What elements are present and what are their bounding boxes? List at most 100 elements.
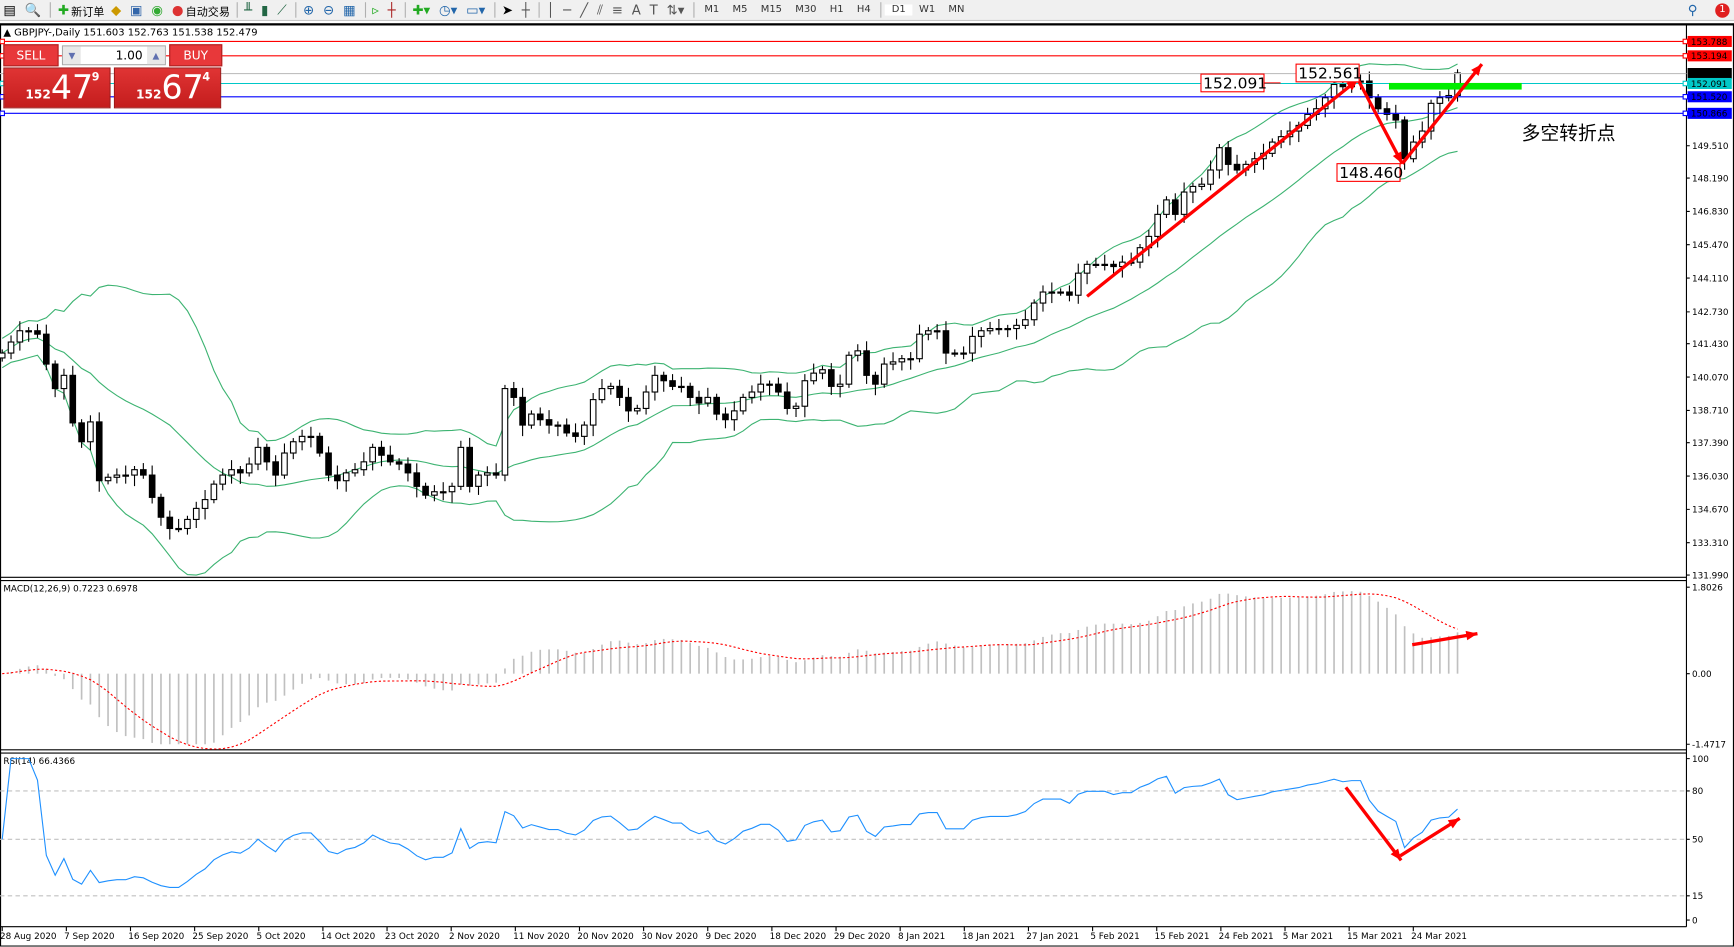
candle[interactable] [819,366,826,380]
sell-button[interactable]: SELL [3,44,59,67]
candle[interactable] [942,321,950,365]
candle[interactable] [69,365,77,427]
auto-trading-button[interactable]: ● 自动交易 [169,1,234,19]
candle[interactable] [545,410,553,434]
candle[interactable] [510,381,518,406]
bar-chart-button[interactable]: ╨ [241,1,258,19]
notification-badge[interactable]: 1 [1715,2,1730,18]
candle[interactable] [113,468,121,484]
candle[interactable] [307,426,315,448]
candle[interactable] [1110,260,1117,276]
candle[interactable] [7,335,15,360]
candle[interactable] [783,382,791,415]
timeframe-w1[interactable]: W1 [918,4,936,16]
new-order-button[interactable]: ✚ 新订单 [55,1,108,19]
candle[interactable] [880,357,888,388]
candle[interactable] [536,407,544,426]
chart-shift-button[interactable]: ┼ [384,1,401,19]
candle[interactable] [351,463,359,477]
candle[interactable] [448,482,456,503]
trendline-button[interactable]: ╱ [577,1,594,19]
candle[interactable] [607,382,615,395]
line-anchor-handle[interactable] [1682,93,1689,100]
candle[interactable] [581,421,588,445]
equidistant-channel-button[interactable]: ⫽ [594,1,609,19]
candle[interactable] [95,412,103,492]
line-anchor-handle[interactable] [0,38,5,45]
volume-down-icon[interactable]: ▼ [63,46,81,65]
fibonacci-button[interactable]: ≡ [608,1,628,19]
timeframe-m30[interactable]: M30 [795,4,817,16]
candle[interactable] [925,327,932,341]
rsi-down-arrow[interactable] [1344,786,1403,862]
candle[interactable] [157,493,165,526]
candle[interactable] [122,465,130,484]
candle[interactable] [431,485,438,502]
candle[interactable] [695,390,703,415]
candle[interactable] [863,341,870,384]
candle[interactable] [933,324,941,340]
candle[interactable] [1092,257,1100,269]
candle[interactable] [1039,285,1047,312]
volume-stepper[interactable]: ▼ 1.00 ▲ [61,45,166,66]
pullback-arrow[interactable] [1356,78,1404,165]
arrows-button[interactable]: ⇅▾ [663,1,690,19]
candle[interactable] [148,465,156,504]
candle[interactable] [845,351,853,388]
candle[interactable] [598,379,606,404]
candle[interactable] [704,387,712,407]
candle[interactable] [245,457,253,477]
candle[interactable] [42,324,50,371]
candle[interactable] [1083,260,1091,285]
candle[interactable] [16,321,24,351]
candle[interactable] [342,469,350,492]
candle[interactable] [1392,104,1400,129]
candle[interactable] [325,446,332,482]
autoscroll-button[interactable]: ▹ [369,1,385,19]
candle[interactable] [413,463,421,498]
candle[interactable] [501,384,509,482]
candle[interactable] [166,510,174,540]
line-anchor-handle[interactable] [1682,38,1689,45]
candle[interactable] [404,457,412,482]
candle[interactable] [836,374,844,398]
candle[interactable] [730,401,738,431]
line-anchor-handle[interactable] [1682,53,1689,59]
timeframe-h4[interactable]: H4 [856,4,871,16]
candle[interactable] [907,352,915,370]
timeframe-m5[interactable]: M5 [732,4,748,16]
candle[interactable] [669,374,676,391]
candle[interactable] [686,382,694,406]
candle[interactable] [916,324,923,363]
candle[interactable] [801,374,809,418]
candle[interactable] [1383,102,1391,121]
candle[interactable] [810,363,817,385]
crosshair-button[interactable]: ┼ [519,1,536,19]
candle[interactable] [1224,141,1232,176]
candle[interactable] [528,410,535,429]
candle[interactable] [1004,324,1012,338]
candle[interactable] [977,327,985,348]
candle[interactable] [201,490,209,520]
candle[interactable] [757,374,765,401]
candle[interactable] [563,418,571,437]
timeframe-d1[interactable]: D1 [885,4,913,16]
line-anchor-handle[interactable] [0,110,5,117]
reversal-arrow[interactable] [1400,63,1484,165]
candle[interactable] [748,385,756,404]
candle[interactable] [766,380,773,396]
macd-arrow[interactable] [1411,630,1478,647]
candle[interactable] [439,482,447,501]
collapse-triangle-icon[interactable]: ▲ [3,27,11,39]
text-button[interactable]: A [628,1,646,19]
line-anchor-handle[interactable] [1682,110,1689,117]
candle[interactable] [660,371,668,392]
periods-button[interactable]: ◷▾ [436,1,463,19]
tile-windows-button[interactable]: ▦ [340,1,361,19]
text-label-button[interactable]: T [646,1,663,19]
candle[interactable] [378,440,385,467]
candle[interactable] [360,452,368,476]
zoom-out-button[interactable]: ⊖ [320,1,340,19]
candle[interactable] [298,429,306,451]
support-zone[interactable] [1388,82,1522,90]
